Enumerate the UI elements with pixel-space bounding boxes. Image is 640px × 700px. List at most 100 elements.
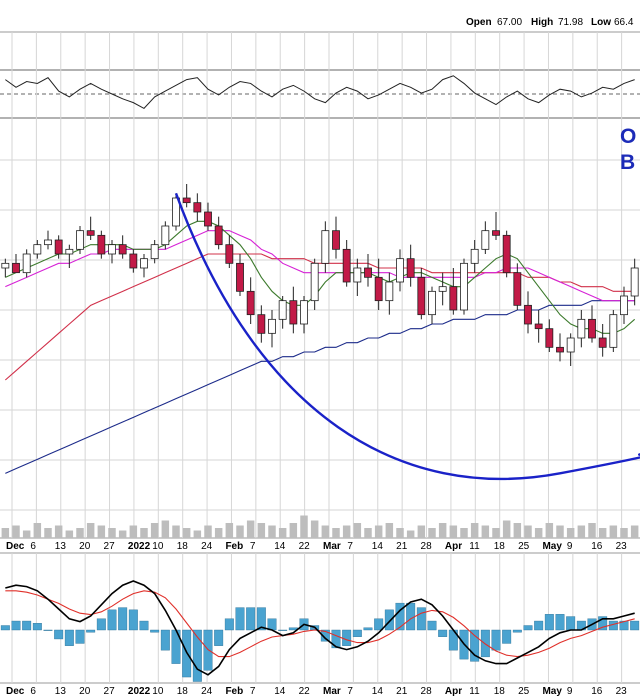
candlestick bbox=[65, 244, 74, 268]
candlestick bbox=[172, 193, 180, 231]
x-tick-label: Feb bbox=[225, 686, 243, 697]
x-tick-label: 9 bbox=[567, 686, 573, 697]
volume-bars bbox=[1, 515, 639, 538]
annotation-line-2: B bbox=[620, 151, 635, 174]
candle-body bbox=[300, 300, 308, 325]
low-label: Low bbox=[591, 17, 611, 28]
candlestick bbox=[406, 244, 415, 287]
volume-bar bbox=[502, 520, 511, 538]
candlestick bbox=[268, 310, 276, 348]
oscillator-line bbox=[5, 75, 635, 110]
macd-histogram-bar bbox=[534, 620, 544, 631]
volume-bar bbox=[33, 523, 42, 538]
x-tick-label: 28 bbox=[421, 686, 433, 697]
candle-body bbox=[214, 225, 223, 246]
volume-bar bbox=[492, 528, 500, 538]
candlestick bbox=[502, 230, 511, 278]
volume-bar bbox=[396, 528, 404, 538]
macd-histogram-bar bbox=[523, 625, 533, 631]
candle-body bbox=[150, 244, 159, 260]
x-tick-label: 7 bbox=[250, 686, 256, 697]
candle-body bbox=[310, 262, 319, 302]
candle-body bbox=[428, 290, 436, 316]
candle-body bbox=[588, 318, 596, 339]
x-tick-label: Apr bbox=[445, 541, 462, 552]
x-tick-label: May bbox=[542, 541, 562, 552]
candlestick bbox=[289, 286, 298, 334]
macd-histogram-bar bbox=[352, 629, 362, 637]
macd-histogram-bar bbox=[32, 623, 42, 631]
candlestick bbox=[225, 235, 234, 268]
volume-bar bbox=[524, 525, 532, 538]
macd-line bbox=[5, 580, 635, 676]
candlestick bbox=[22, 249, 31, 278]
candlestick bbox=[182, 184, 191, 208]
candlestick bbox=[598, 324, 607, 357]
volume-bar bbox=[172, 525, 180, 538]
candle-body bbox=[460, 262, 468, 311]
volume-bar bbox=[257, 523, 266, 538]
macd-histogram-bar bbox=[438, 629, 448, 637]
x-tick-label: 11 bbox=[469, 541, 480, 552]
volume-bar bbox=[182, 528, 191, 538]
candle-body bbox=[545, 328, 554, 348]
macd-histogram-bar bbox=[160, 629, 170, 651]
macd-histogram-bar bbox=[192, 629, 202, 682]
x-tick-label: 7 bbox=[347, 541, 353, 552]
x-tick-label: Dec bbox=[6, 686, 25, 697]
x-tick-label: 2022 bbox=[128, 541, 151, 552]
candlestick bbox=[12, 254, 20, 274]
oscillator-panel bbox=[5, 75, 635, 110]
candlestick bbox=[438, 272, 447, 306]
volume-bar bbox=[577, 525, 586, 538]
macd-histogram-bar bbox=[406, 602, 416, 631]
volume-bar bbox=[236, 525, 244, 538]
candle-body bbox=[97, 234, 106, 255]
candle-body bbox=[406, 258, 415, 278]
candle-body bbox=[161, 225, 170, 246]
macd-histogram-bar bbox=[11, 620, 21, 631]
candlestick bbox=[108, 240, 116, 264]
open-value: 67.00 bbox=[497, 17, 522, 28]
x-tick-label: 14 bbox=[274, 686, 286, 697]
macd-histogram-bar bbox=[502, 629, 512, 644]
candlestick bbox=[342, 240, 351, 287]
candlesticks bbox=[1, 184, 639, 366]
macd-histogram-bar bbox=[43, 629, 53, 631]
candlestick bbox=[1, 258, 10, 278]
candle-body bbox=[129, 253, 138, 269]
candlestick bbox=[385, 272, 394, 315]
volume-bar bbox=[150, 523, 159, 538]
candle-body bbox=[492, 230, 500, 236]
candle-body bbox=[470, 248, 479, 264]
macd-histogram-bar bbox=[384, 609, 394, 631]
macd-histogram-bar bbox=[107, 609, 117, 631]
candle-body bbox=[321, 230, 330, 264]
volume-bar bbox=[204, 525, 212, 538]
macd-histogram-bar bbox=[86, 629, 96, 633]
macd-histogram-bar bbox=[96, 618, 106, 631]
volume-bar bbox=[460, 528, 468, 538]
x-tick-label: 6 bbox=[30, 541, 36, 552]
x-tick-label: 22 bbox=[299, 541, 311, 552]
candlestick bbox=[534, 310, 543, 343]
x-axis-labels-price: Dec 6 13 20 27 2022 10 18 24 Feb 7 14 22 Mar 7 14 21 28 Ap… bbox=[6, 541, 627, 552]
volume-bar bbox=[97, 525, 106, 538]
candle-body bbox=[22, 253, 31, 274]
volume-bar bbox=[566, 528, 575, 538]
x-tick-label: 18 bbox=[177, 686, 189, 697]
candle-body bbox=[278, 300, 287, 320]
cup-curve-line bbox=[174, 192, 640, 481]
volume-bar bbox=[310, 520, 319, 538]
candle-body bbox=[1, 262, 10, 269]
macd-histogram-bar bbox=[555, 614, 565, 631]
grid-lines bbox=[0, 32, 640, 683]
x-tick-label: 13 bbox=[55, 541, 67, 552]
candlestick bbox=[481, 221, 490, 254]
moving-average-slow-line bbox=[4, 253, 635, 381]
volume-bar bbox=[332, 528, 340, 538]
x-tick-label: Mar bbox=[323, 541, 341, 552]
candle-body bbox=[332, 230, 340, 250]
volume-bar bbox=[556, 525, 564, 538]
